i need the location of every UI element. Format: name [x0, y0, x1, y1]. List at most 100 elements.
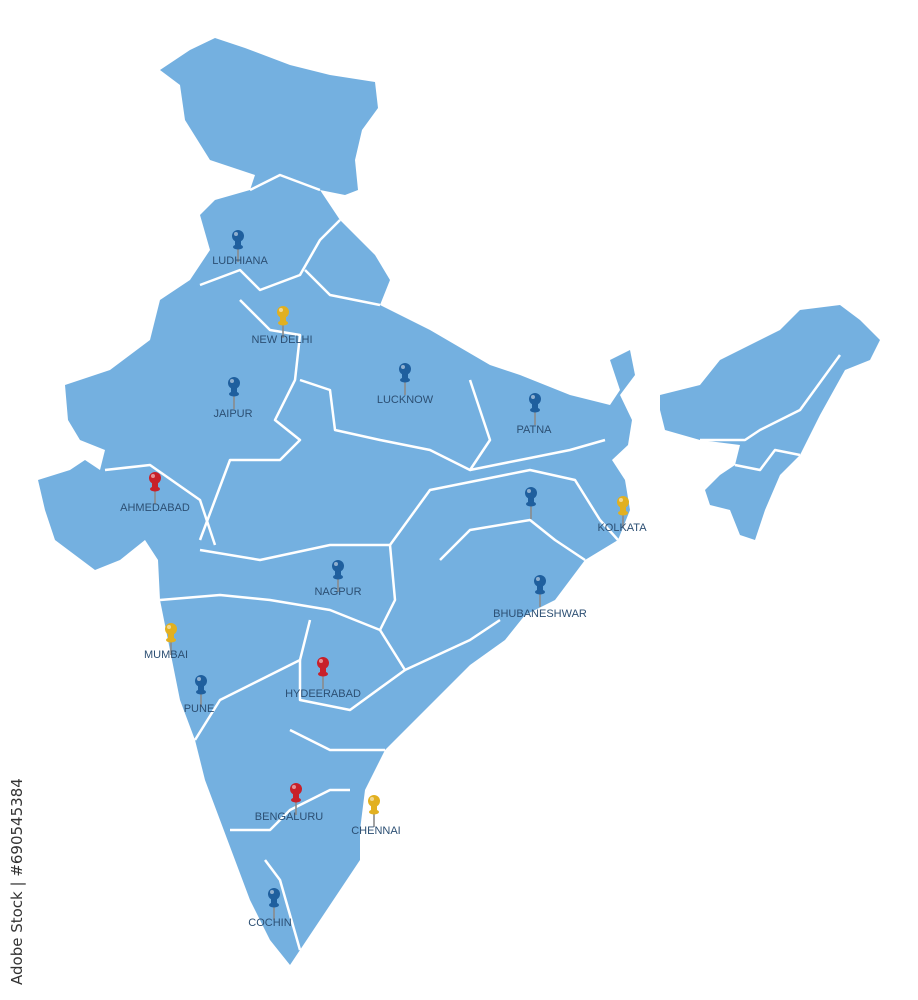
state-border — [700, 354, 842, 442]
pin-body — [168, 631, 174, 640]
pin-blue-icon — [268, 888, 280, 900]
city-marker[interactable]: BHUBANESHWAR — [493, 575, 587, 620]
pin-highlight — [527, 489, 531, 493]
pin-highlight — [230, 379, 234, 383]
city-label: COCHIN — [248, 917, 291, 929]
pin-body — [528, 495, 534, 504]
state-border — [198, 299, 302, 541]
state-border — [289, 728, 385, 752]
city-marker[interactable]: LUCKNOW — [377, 363, 434, 406]
state-border — [249, 173, 321, 192]
city-marker[interactable]: NAGPUR — [314, 560, 362, 598]
city-label: BHUBANESHWAR — [493, 608, 587, 620]
pin-highlight — [370, 797, 374, 801]
state-border — [264, 859, 302, 951]
city-marker[interactable]: NEW DELHI — [251, 306, 313, 346]
city-label: PUNE — [184, 703, 215, 715]
pin-red-icon — [290, 783, 302, 795]
pin-body — [293, 791, 299, 800]
city-marker[interactable]: AHMEDABAD — [120, 472, 190, 514]
pin-blue-icon — [525, 487, 537, 499]
state-border — [304, 269, 381, 307]
city-label: AHMEDABAD — [120, 502, 190, 514]
state-border — [159, 593, 381, 632]
city-marker[interactable]: KOLKATA — [597, 496, 647, 534]
pin-blue-icon — [232, 230, 244, 242]
pin-body — [320, 665, 326, 674]
state-border — [230, 788, 350, 832]
pin-highlight — [619, 498, 623, 502]
city-label: NEW DELHI — [251, 334, 312, 346]
pin-highlight — [234, 232, 238, 236]
pin-blue-icon — [332, 560, 344, 572]
pin-yellow-icon — [277, 306, 289, 318]
city-marker[interactable]: COCHIN — [248, 888, 292, 929]
pin-highlight — [401, 365, 405, 369]
state-border — [378, 544, 501, 672]
city-label: LUCKNOW — [377, 394, 434, 406]
pin-highlight — [531, 395, 535, 399]
pin-highlight — [292, 785, 296, 789]
city-label: JAIPUR — [213, 408, 252, 420]
state-border — [193, 619, 312, 741]
pin-body — [335, 568, 341, 577]
pin-blue-icon — [399, 363, 411, 375]
city-label: HYDEERABAD — [285, 688, 361, 700]
pin-blue-icon — [228, 377, 240, 389]
city-marker[interactable]: JAIPUR — [213, 377, 253, 420]
northeast-shape — [660, 305, 880, 540]
pin-highlight — [279, 308, 283, 312]
state-border — [199, 468, 619, 562]
pin-red-icon — [149, 472, 161, 484]
city-marker[interactable]: CHENNAI — [351, 795, 401, 837]
city-label: KOLKATA — [597, 522, 647, 534]
pin-body — [235, 238, 241, 247]
pin-yellow-icon — [165, 623, 177, 635]
state-border — [199, 219, 341, 292]
pin-highlight — [197, 677, 201, 681]
city-label: MUMBAI — [144, 649, 188, 661]
pin-blue-icon — [529, 393, 541, 405]
pin-body — [537, 583, 543, 592]
city-marker[interactable]: HYDEERABAD — [285, 657, 361, 700]
state-borders — [104, 173, 842, 951]
city-marker[interactable]: PUNE — [184, 675, 215, 715]
state-border — [469, 438, 606, 472]
pin-body — [532, 401, 538, 410]
pin-highlight — [319, 659, 323, 663]
pin-yellow-icon — [368, 795, 380, 807]
pin-red-icon — [317, 657, 329, 669]
city-marker[interactable]: MUMBAI — [144, 623, 188, 661]
pin-highlight — [167, 625, 171, 629]
mainland-shape — [38, 38, 635, 965]
city-marker[interactable]: LUDHIANA — [212, 230, 268, 267]
city-label: PATNA — [516, 424, 552, 436]
pin-highlight — [270, 890, 274, 894]
pin-blue-icon — [534, 575, 546, 587]
pin-body — [402, 371, 408, 380]
pin-body — [271, 896, 277, 905]
state-border — [298, 660, 406, 712]
pin-yellow-icon — [617, 496, 629, 508]
state-border — [734, 448, 801, 472]
pin-body — [280, 314, 286, 323]
pin-blue-icon — [195, 675, 207, 687]
state-border — [104, 463, 217, 546]
pin-highlight — [151, 474, 155, 478]
city-marker[interactable]: BENGALURU — [255, 783, 324, 823]
city-label: CHENNAI — [351, 825, 401, 837]
city-marker[interactable]: PATNA — [516, 393, 552, 436]
city-label: NAGPUR — [314, 586, 361, 598]
city-marker[interactable] — [525, 487, 537, 519]
state-border — [299, 378, 492, 472]
pin-body — [620, 504, 626, 513]
land-layer — [38, 38, 880, 965]
pin-body — [371, 803, 377, 812]
state-border — [439, 518, 586, 562]
pin-highlight — [536, 577, 540, 581]
pin-body — [152, 480, 158, 489]
pin-body — [198, 683, 204, 692]
pin-body — [231, 385, 237, 394]
